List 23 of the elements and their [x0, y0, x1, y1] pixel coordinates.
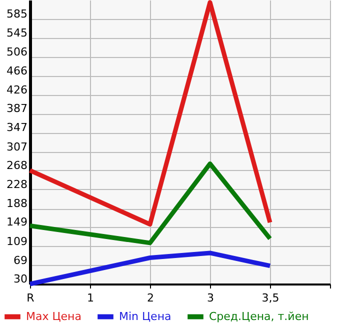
- y-tick-label: 307: [6, 140, 28, 154]
- y-tick-label: 506: [6, 45, 28, 58]
- legend-label: Max Цена: [26, 310, 82, 323]
- y-tick-label: 30: [14, 272, 28, 286]
- x-tick-label: 2: [147, 292, 154, 304]
- y-tick-label: 387: [6, 102, 28, 116]
- y-tick-label: 426: [6, 83, 28, 96]
- y-tick-label: 69: [14, 254, 28, 267]
- y-tick-label: 268: [6, 158, 28, 172]
- y-tick-label: 228: [6, 178, 28, 191]
- x-tick-label: 1: [87, 292, 94, 304]
- y-tick-label: 109: [6, 234, 28, 248]
- y-tick-label: 585: [6, 8, 28, 21]
- y-tick-label: 188: [6, 197, 28, 210]
- y-tick-label: 149: [6, 216, 28, 229]
- y-tick-label: 466: [6, 64, 28, 78]
- y-tick-label: 347: [6, 121, 28, 134]
- legend-label: Сред.Цена, т.йен: [209, 310, 309, 323]
- legend-label: Min Цена: [119, 310, 172, 323]
- x-tick-label: 3,5: [262, 292, 280, 304]
- x-tick-label: R: [26, 292, 35, 304]
- x-tick-label: 3: [207, 292, 214, 304]
- y-tick-label: 545: [6, 26, 28, 40]
